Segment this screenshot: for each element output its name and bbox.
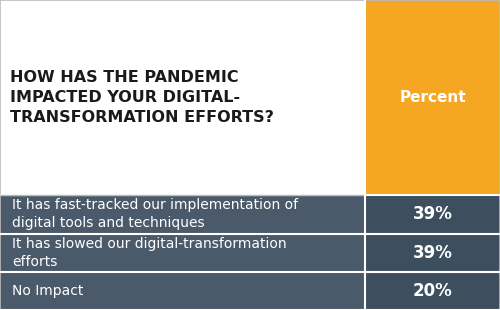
Text: It has slowed our digital-transformation
efforts: It has slowed our digital-transformation… <box>12 237 287 268</box>
FancyBboxPatch shape <box>365 0 500 195</box>
Text: It has fast-tracked our implementation of
digital tools and techniques: It has fast-tracked our implementation o… <box>12 198 298 230</box>
FancyBboxPatch shape <box>0 272 365 310</box>
Text: 39%: 39% <box>412 206 453 224</box>
Text: 20%: 20% <box>412 282 453 300</box>
FancyBboxPatch shape <box>0 0 365 195</box>
FancyBboxPatch shape <box>365 233 500 272</box>
FancyBboxPatch shape <box>0 233 365 272</box>
FancyBboxPatch shape <box>365 272 500 310</box>
Text: HOW HAS THE PANDEMIC
IMPACTED YOUR DIGITAL-
TRANSFORMATION EFFORTS?: HOW HAS THE PANDEMIC IMPACTED YOUR DIGIT… <box>10 70 274 125</box>
Text: No Impact: No Impact <box>12 284 84 298</box>
Text: 39%: 39% <box>412 244 453 262</box>
FancyBboxPatch shape <box>365 195 500 233</box>
FancyBboxPatch shape <box>0 195 365 233</box>
Text: Percent: Percent <box>399 90 466 105</box>
